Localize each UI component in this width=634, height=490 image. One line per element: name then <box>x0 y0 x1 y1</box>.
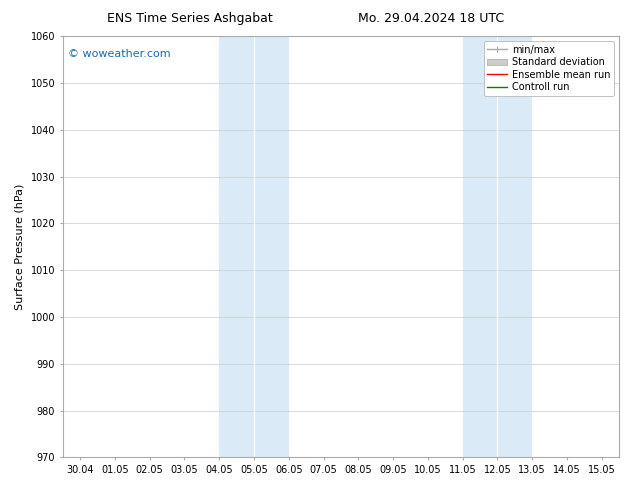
Text: © woweather.com: © woweather.com <box>68 49 171 59</box>
Legend: min/max, Standard deviation, Ensemble mean run, Controll run: min/max, Standard deviation, Ensemble me… <box>484 41 614 96</box>
Bar <box>219 36 254 457</box>
Bar <box>254 36 288 457</box>
Y-axis label: Surface Pressure (hPa): Surface Pressure (hPa) <box>15 184 25 310</box>
Text: Mo. 29.04.2024 18 UTC: Mo. 29.04.2024 18 UTC <box>358 12 504 25</box>
Text: ENS Time Series Ashgabat: ENS Time Series Ashgabat <box>107 12 273 25</box>
Bar <box>497 36 532 457</box>
Bar <box>463 36 497 457</box>
